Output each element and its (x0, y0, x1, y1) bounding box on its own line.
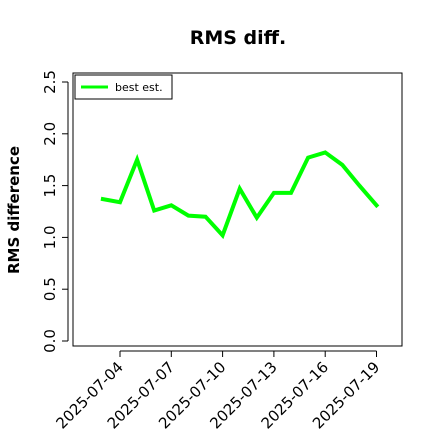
y-tick-label: 0.0 (41, 329, 59, 353)
y-axis: 0.0 0.5 1.0 1.5 2.0 2.5 (41, 70, 68, 353)
y-tick-label: 0.5 (41, 277, 59, 301)
y-tick-label: 2.5 (41, 70, 59, 94)
series-layer (103, 152, 377, 235)
x-axis: 2025-07-042025-07-072025-07-102025-07-13… (52, 351, 383, 432)
chart-title: RMS diff. (190, 27, 287, 49)
y-tick-label: 2.0 (41, 122, 59, 146)
legend-label: best est. (115, 81, 163, 94)
series-line-best-est (103, 152, 377, 235)
y-tick-label: 1.5 (41, 174, 59, 198)
y-axis-label: RMS difference (5, 146, 23, 274)
legend: best est. (75, 75, 172, 99)
y-tick-label: 1.0 (41, 225, 59, 249)
plot-frame (73, 73, 402, 346)
